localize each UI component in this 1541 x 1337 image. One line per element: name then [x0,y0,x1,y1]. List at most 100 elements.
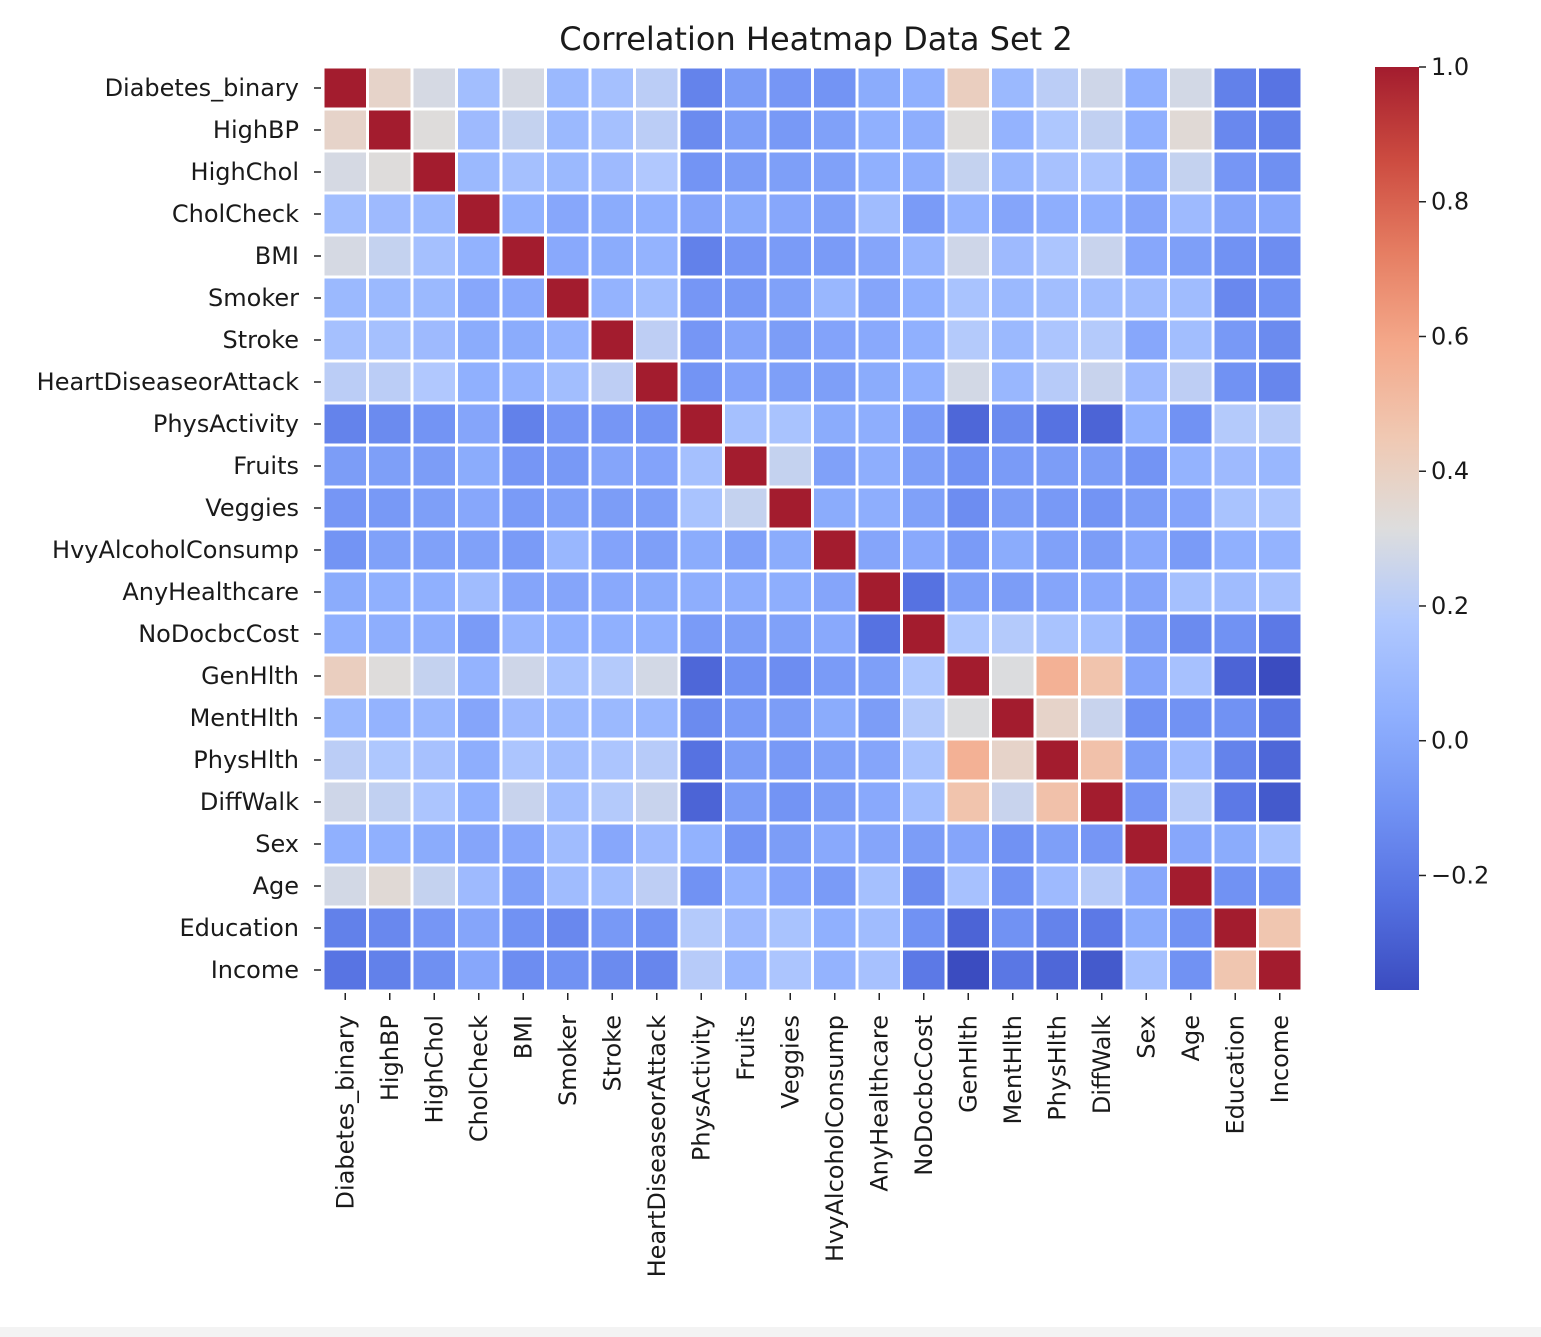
heatmap-cell [989,779,1037,825]
heatmap-cell [900,863,948,909]
column-tick-label: GenHlth [954,1015,982,1113]
heatmap-cell [1033,695,1081,741]
heatmap-cell [321,107,369,153]
column-tick-label: HvyAlcoholConsump [821,1015,849,1262]
heatmap-cell [1033,863,1081,909]
heatmap-cell [1033,527,1081,573]
heatmap-cell [544,779,592,825]
heatmap-cell [944,233,992,279]
heatmap-cell [1078,149,1126,195]
heatmap-cell [588,149,636,195]
heatmap-cell [499,485,547,531]
heatmap-cell [855,821,903,867]
heatmap-cell [633,737,681,783]
heatmap-cell [1256,275,1304,321]
heatmap-cell [722,317,770,363]
heatmap-cell [633,149,681,195]
heatmap-cell [855,611,903,657]
heatmap-cell [410,737,458,783]
heatmap-cell [1122,233,1170,279]
heatmap-cell [766,317,814,363]
heatmap-cell [321,611,369,657]
column-tick-label: AnyHealthcare [865,1015,893,1192]
column-tick-label: NoDocbcCost [910,1015,938,1176]
heatmap-cell [410,821,458,867]
heatmap-cell [1256,947,1304,993]
heatmap-cell [544,611,592,657]
heatmap-cell [677,485,725,531]
heatmap-cell [588,905,636,951]
heatmap-cell [722,107,770,153]
colorbar: 1.0 0.8 0.6 0.4 0.2 0.0 −0.2 [1375,53,1489,990]
heatmap-cell [1211,359,1259,405]
heatmap-cell [366,107,414,153]
heatmap-cell [321,149,369,195]
heatmap-cell [499,737,547,783]
heatmap-cell [410,569,458,615]
bottom-edge-band [0,1327,1541,1337]
heatmap-cell [677,611,725,657]
colorbar-tick-label: 0.2 [1431,592,1469,620]
heatmap-cell [410,485,458,531]
heatmap-cell [677,443,725,489]
heatmap-cell [366,863,414,909]
heatmap-cell [499,443,547,489]
heatmap-cell [677,275,725,321]
heatmap-cell [410,191,458,237]
heatmap-cell [1256,905,1304,951]
heatmap-cell [1033,191,1081,237]
heatmap-cell [900,275,948,321]
heatmap-cell [499,947,547,993]
column-tick-label: HeartDiseaseorAttack [643,1015,671,1277]
heatmap-cell [989,569,1037,615]
heatmap-cell [766,485,814,531]
heatmap-cell [455,905,503,951]
heatmap-cell [722,905,770,951]
heatmap-cell [944,107,992,153]
heatmap-cell [1211,275,1259,321]
heatmap-cell [544,947,592,993]
heatmap-cell [1078,695,1126,741]
colorbar-tick-label: 1.0 [1431,53,1469,81]
heatmap-cell [1211,233,1259,279]
heatmap-cell [1122,527,1170,573]
heatmap-cell [588,401,636,447]
heatmap-cell [989,149,1037,195]
heatmap-cell [944,569,992,615]
heatmap-cell [1078,107,1126,153]
heatmap-cell [766,821,814,867]
heatmap-cell [588,359,636,405]
row-tick-label: PhysHlth [193,746,299,774]
heatmap-cell [944,779,992,825]
heatmap-cell [366,947,414,993]
heatmap-cell [811,527,859,573]
column-tick-label: Education [1221,1015,1249,1134]
heatmap-cell [855,905,903,951]
heatmap-cell [944,401,992,447]
heatmap-cell [1256,233,1304,279]
row-tick-label: Stroke [223,326,299,354]
heatmap-cell [366,821,414,867]
heatmap-cell [544,527,592,573]
heatmap-cell [410,611,458,657]
heatmap-cell [944,443,992,489]
heatmap-cell [499,191,547,237]
heatmap-cell [410,653,458,699]
heatmap-cell [766,275,814,321]
heatmap-cell [366,695,414,741]
heatmap-cell [321,695,369,741]
heatmap-cell [366,653,414,699]
heatmap-cell [900,233,948,279]
heatmap-cell [366,443,414,489]
heatmap-cell [1167,401,1215,447]
heatmap-cell [410,779,458,825]
heatmap-cell [1211,821,1259,867]
heatmap-cell [1122,947,1170,993]
heatmap-cell [410,401,458,447]
column-tick-label: Sex [1132,1015,1160,1059]
heatmap-cell [588,695,636,741]
heatmap-cell [544,65,592,111]
heatmap-cell [855,779,903,825]
heatmap-cell [722,947,770,993]
